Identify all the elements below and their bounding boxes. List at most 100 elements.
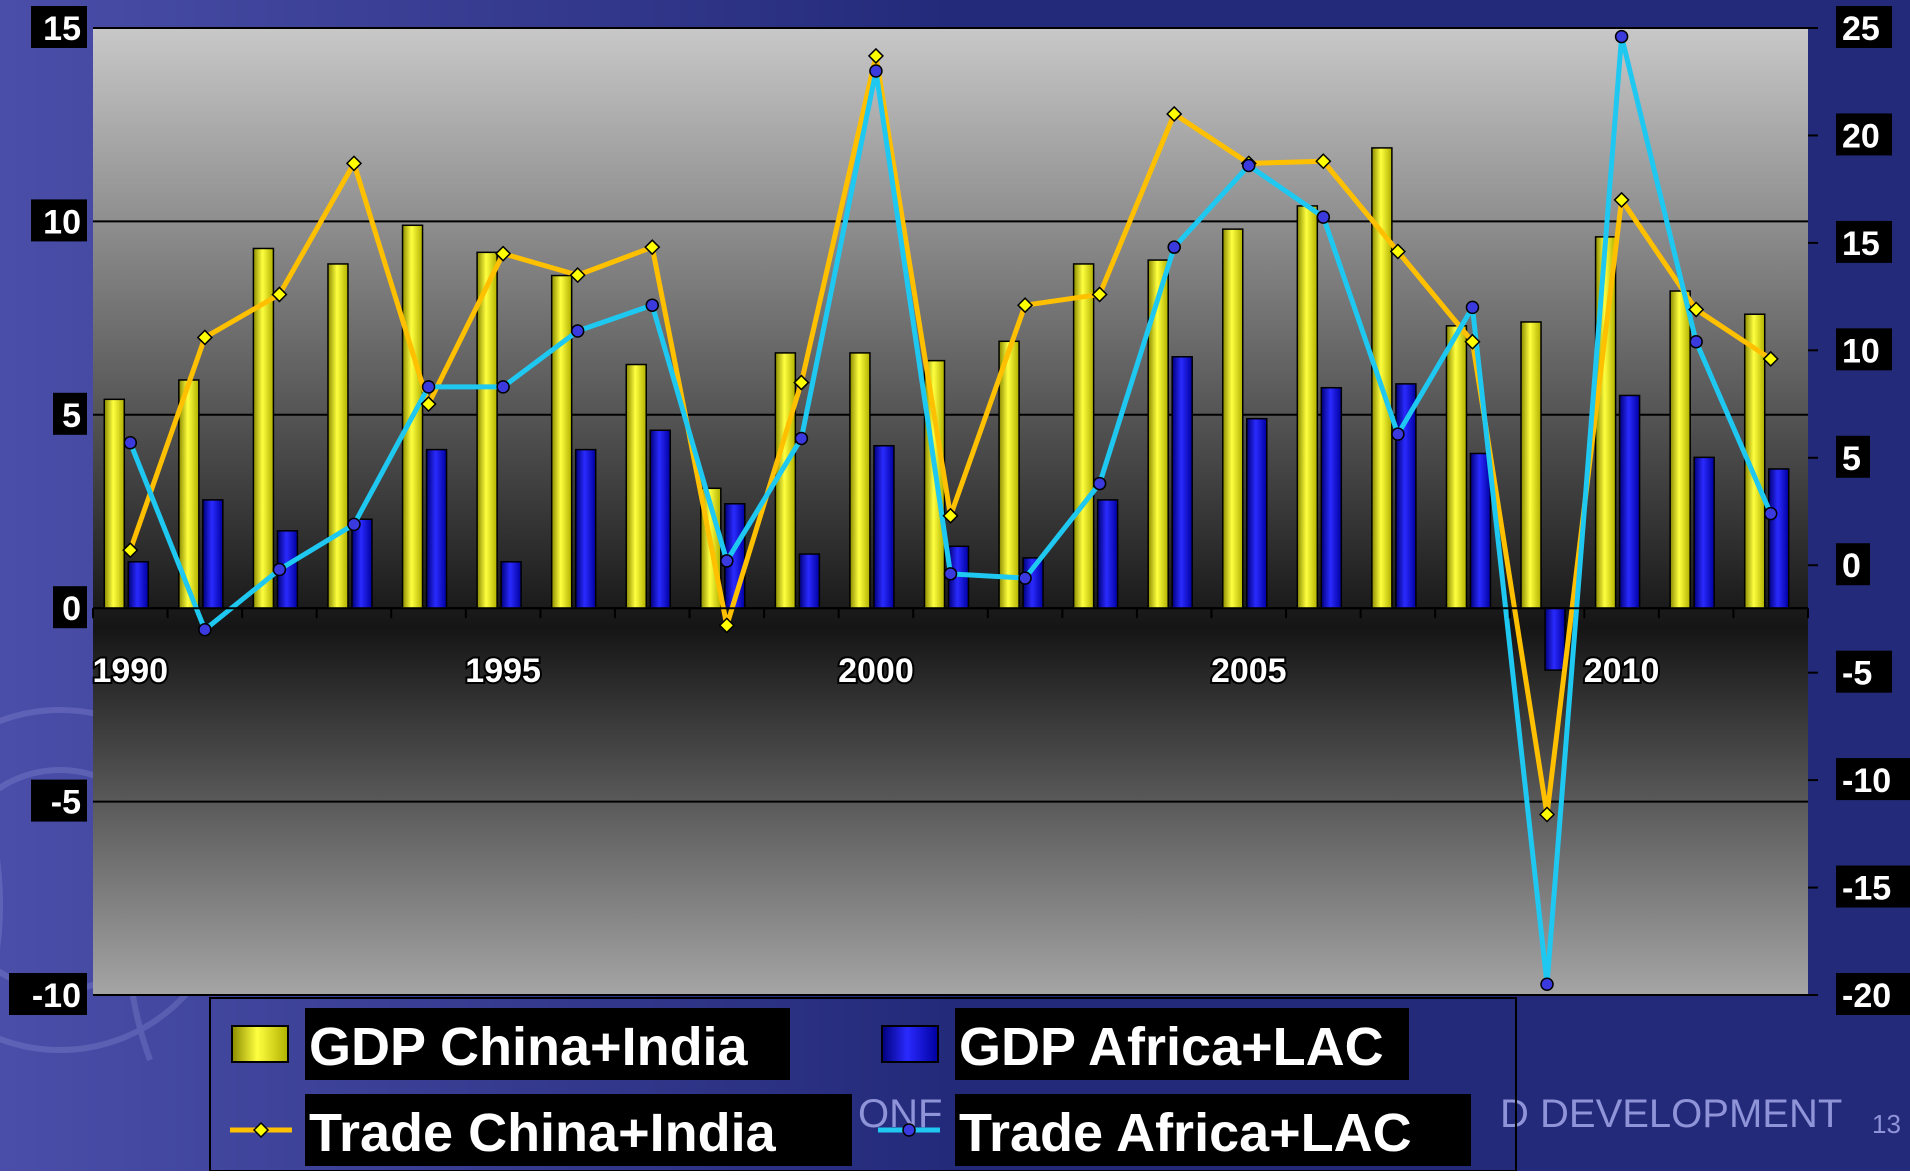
- left-axis-label-background: [31, 779, 87, 822]
- point-trade-africa-lac: [272, 562, 287, 577]
- legend-entry: Trade China+India: [230, 1094, 852, 1166]
- right-axis-tick-label: 25: [1808, 6, 1892, 48]
- point-trade-china-india: [1389, 243, 1406, 260]
- point-trade-africa-lac: [496, 380, 510, 394]
- point-trade-china-india: [1315, 153, 1332, 170]
- point-trade-africa-lac: [1167, 240, 1181, 254]
- bar-gdp-china-india: [103, 398, 126, 609]
- right-axis-label: -15: [1842, 870, 1891, 908]
- point-trade-africa-lac: [1689, 334, 1703, 349]
- right-axis-label: 25: [1842, 10, 1880, 48]
- point-trade-africa-lac: [1763, 506, 1778, 521]
- right-axis-label-background: [1836, 865, 1910, 908]
- point-trade-china-india: [1091, 286, 1108, 303]
- bar-gdp-africa-lac: [500, 561, 522, 609]
- point-trade-china-india: [1613, 191, 1630, 208]
- point-trade-africa-lac: [347, 517, 361, 532]
- left-axis-label-background: [31, 6, 87, 48]
- point-trade-china-india: [122, 542, 139, 559]
- bar-gdp-africa-lac: [649, 429, 671, 609]
- bar-gdp-china-india: [849, 352, 871, 609]
- left-axis-tick-label: -5: [31, 779, 87, 822]
- bar-gdp-china-india: [1669, 290, 1691, 609]
- legend-label: GDP China+India: [309, 1017, 749, 1077]
- bar-gdp-africa-lac: [127, 561, 150, 609]
- point-trade-africa-lac: [645, 298, 659, 312]
- legend-entry: GDP China+India: [231, 1008, 790, 1080]
- left-axis-labels: 15 10 5 0 -5 -10: [9, 6, 87, 1015]
- legend-label-background: [305, 1008, 790, 1080]
- bar-gdp-africa-lac: [873, 444, 895, 609]
- x-axis-label: 2010: [1584, 652, 1660, 690]
- point-trade-china-india: [718, 617, 735, 634]
- right-axis-label: 15: [1842, 225, 1880, 263]
- legend-label: Trade Africa+LAC: [959, 1103, 1412, 1163]
- legend-label: Trade China+India: [309, 1103, 777, 1163]
- point-trade-china-india: [196, 329, 213, 346]
- left-axis-label: 0: [62, 590, 81, 628]
- bar-gdp-china-india: [476, 251, 498, 609]
- bar-gdp-africa-lac: [1096, 499, 1119, 609]
- bar-gdp-africa-lac: [1618, 394, 1641, 609]
- right-axis-label: -10: [1842, 762, 1891, 800]
- legend-label-background: [955, 1094, 1471, 1166]
- legend-swatch: [881, 1025, 939, 1063]
- bar-gdp-china-india: [1520, 321, 1542, 609]
- left-axis-label-background: [31, 199, 87, 242]
- left-axis-label: 5: [62, 397, 81, 435]
- point-trade-africa-lac: [1614, 29, 1629, 44]
- right-axis-labels: 25 20 15 10 5 0 -5 -10 -15 -20: [1808, 6, 1910, 1015]
- point-trade-africa-lac: [1540, 977, 1554, 992]
- bar-gdp-africa-lac: [1246, 417, 1268, 609]
- point-trade-africa-lac: [421, 380, 436, 394]
- point-trade-china-india: [867, 47, 884, 64]
- right-axis-tick-label: -20: [1808, 973, 1910, 1015]
- left-axis-tick-label: 5: [53, 392, 87, 435]
- bar-gdp-africa-lac: [1171, 356, 1193, 609]
- bar-gdp-africa-lac: [1469, 452, 1492, 609]
- point-trade-china-india: [1017, 297, 1034, 314]
- bar-gdp-africa-lac: [1693, 456, 1715, 609]
- bar-gdp-africa-lac: [1320, 386, 1343, 609]
- point-trade-africa-lac: [1316, 210, 1331, 224]
- point-trade-africa-lac: [198, 622, 212, 637]
- page-number: 13: [1872, 1109, 1901, 1139]
- bar-gdp-china-india: [923, 359, 946, 609]
- left-axis-label: 10: [43, 203, 81, 241]
- point-trade-china-india: [1166, 105, 1183, 123]
- bar-gdp-africa-lac: [425, 448, 448, 609]
- point-trade-china-india: [1762, 350, 1779, 367]
- legend-marker: [902, 1123, 916, 1137]
- left-axis-label: -5: [51, 784, 81, 822]
- right-axis-label-background: [1836, 6, 1892, 48]
- point-trade-china-india: [271, 286, 288, 303]
- right-axis-label-background: [1836, 543, 1870, 586]
- point-trade-china-india: [793, 374, 810, 391]
- right-axis-label: 0: [1842, 547, 1861, 585]
- right-axis-label: 10: [1842, 332, 1880, 370]
- legend-marker: [252, 1121, 270, 1139]
- legend-entry: Trade Africa+LAC: [878, 1094, 1471, 1166]
- point-trade-africa-lac: [1018, 571, 1032, 585]
- left-axis-label-background: [53, 586, 87, 629]
- bar-gdp-africa-lac: [351, 518, 373, 609]
- point-trade-china-india: [345, 155, 363, 172]
- left-axis-label: -10: [32, 977, 81, 1015]
- point-trade-africa-lac: [869, 64, 883, 78]
- point-trade-africa-lac: [1465, 300, 1480, 315]
- point-trade-china-india: [420, 395, 437, 413]
- legend-entry: GDP Africa+LAC: [881, 1008, 1409, 1080]
- right-axis-label-background: [1836, 650, 1892, 693]
- point-trade-africa-lac: [123, 435, 138, 450]
- bar-gdp-china-india: [550, 274, 573, 609]
- right-axis-label-background: [1836, 220, 1892, 263]
- left-axis-tick-label: 15: [31, 6, 87, 48]
- legend-label-background: [955, 1008, 1409, 1080]
- bar-gdp-china-india: [1371, 147, 1393, 609]
- bar-gdp-africa-lac: [202, 499, 224, 609]
- point-trade-africa-lac: [1391, 427, 1405, 441]
- point-trade-africa-lac: [720, 554, 734, 568]
- point-trade-china-india: [1538, 806, 1556, 823]
